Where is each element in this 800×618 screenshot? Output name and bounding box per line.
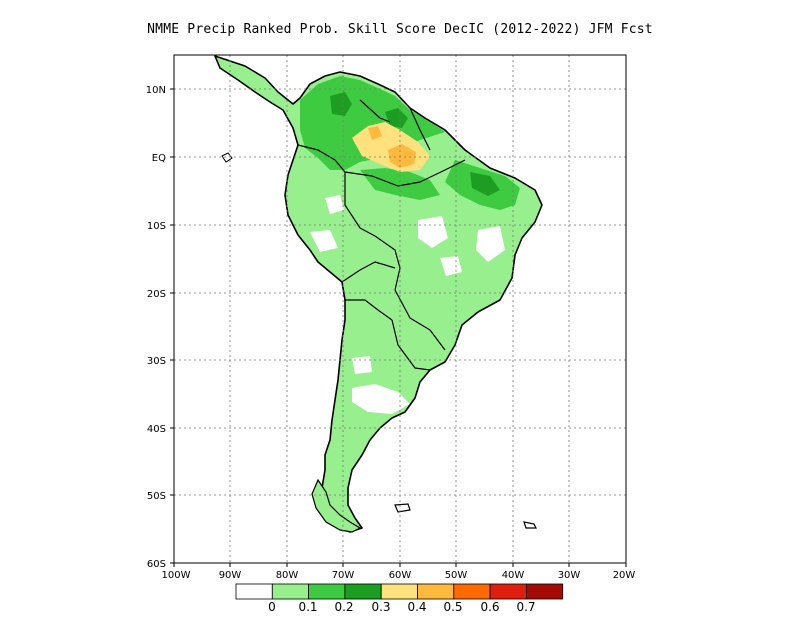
tierra-del-fuego [311, 478, 362, 533]
colorbar-swatch [308, 583, 346, 600]
lat-label-10n: 10N [146, 85, 166, 96]
colorbar-swatch [271, 583, 309, 600]
skill-region-green-central [360, 168, 440, 200]
lat-label-30s: 30S [147, 356, 166, 367]
lon-label-30w: 30W [558, 570, 581, 581]
colorbar-label: 0.3 [371, 600, 390, 614]
colorbar-swatch [380, 583, 418, 600]
colorbar-swatch [453, 583, 491, 600]
no-skill-patch-7 [325, 195, 344, 214]
coastline [214, 55, 543, 533]
lon-label-20w: 20W [613, 570, 636, 581]
lat-label-50s: 50S [147, 491, 166, 502]
no-skill-patch-3 [310, 230, 338, 252]
skill-region-orange-2 [368, 126, 382, 140]
lon-label-70w: 70W [332, 570, 355, 581]
colorbar-label: 0.2 [334, 600, 353, 614]
skill-region-dark-green-2 [385, 108, 408, 128]
country-borders [297, 99, 466, 371]
no-skill-patch-5 [352, 356, 372, 374]
colorbar-label: 0 [268, 600, 276, 614]
falkland-islands [394, 503, 411, 513]
lat-label-20s: 20S [147, 289, 166, 300]
colorbar-swatch [344, 583, 382, 600]
lat-label-40s: 40S [147, 424, 166, 435]
island-east [523, 521, 537, 529]
grid-lines [174, 55, 626, 563]
lat-label-10s: 10S [147, 221, 166, 232]
lat-label-eq: EQ [152, 153, 166, 164]
colorbar-swatch [235, 583, 273, 600]
lon-label-100w: 100W [162, 570, 191, 581]
lon-label-80w: 80W [276, 570, 299, 581]
no-skill-patch-1 [418, 216, 448, 248]
colorbar [235, 583, 564, 600]
colorbar-label: 0.4 [407, 600, 426, 614]
skill-region-dark-green-3 [470, 172, 500, 196]
colorbar-label: 0.5 [443, 600, 462, 614]
no-skill-patch-6 [440, 256, 462, 276]
colorbar-labels: 0 0.1 0.2 0.3 0.4 0.5 0.6 0.7 [268, 600, 535, 614]
colorbar-label: 0.6 [480, 600, 499, 614]
colorbar-swatch [526, 583, 564, 600]
lon-label-40w: 40W [502, 570, 525, 581]
skill-region-dark-green [330, 92, 352, 116]
lat-label-60s: 60S [147, 559, 166, 570]
colorbar-label: 0.1 [298, 600, 317, 614]
map-title: NMME Precip Ranked Prob. Skill Score Dec… [147, 22, 653, 37]
skill-region-orange [388, 144, 416, 168]
galapagos-islands [221, 152, 233, 163]
colorbar-label: 0.7 [516, 600, 535, 614]
no-skill-patch-4 [352, 384, 410, 414]
colorbar-swatch [417, 583, 455, 600]
lon-label-50w: 50W [445, 570, 468, 581]
no-skill-patch-2 [476, 226, 505, 262]
lon-label-90w: 90W [219, 570, 242, 581]
colorbar-swatch [489, 583, 527, 600]
lon-label-60w: 60W [389, 570, 412, 581]
